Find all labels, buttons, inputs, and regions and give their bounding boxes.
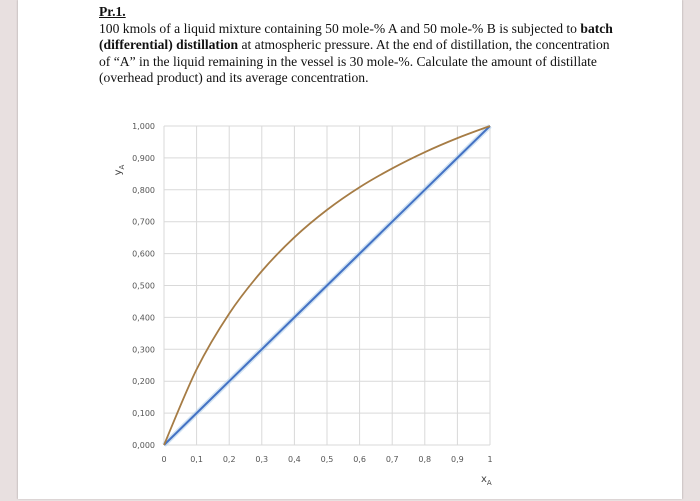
x-tick-label: 1 [487, 455, 492, 464]
text-span: at atmospheric pressure. At the end of d… [238, 37, 610, 52]
y-axis-label: yA [113, 164, 126, 175]
diagonal-line [163, 125, 491, 446]
problem-text: 100 kmols of a liquid mixture containing… [99, 20, 613, 87]
problem-line-4: (overhead product) and its average conce… [99, 70, 369, 85]
x-tick-label: 0,1 [190, 455, 203, 464]
equilibrium-curve [163, 125, 491, 446]
y-tick-label: 0,100 [132, 409, 155, 418]
x-tick-label: 0,8 [418, 455, 431, 464]
y-tick-label: 1,000 [132, 122, 155, 131]
problem-line-2: (differential) distillation at atmospher… [99, 37, 610, 54]
x-tick-label: 0,3 [255, 455, 268, 464]
bold-span: (differential) distillation [99, 37, 239, 52]
y-tick-label: 0,700 [132, 218, 155, 227]
y-tick-label: 0,300 [132, 345, 155, 354]
problem-statement: Pr.1. 100 kmols of a liquid mixture cont… [99, 4, 613, 87]
x-tick-label: 0,9 [451, 455, 464, 464]
bold-span: batch [580, 20, 613, 36]
chart-series [162, 124, 492, 447]
y-tick-label: 0,200 [132, 377, 155, 386]
y-tick-label: 0,900 [132, 154, 155, 163]
x-tick-label: 0,6 [353, 455, 366, 464]
x-axis-ticks: 0 0,1 0,2 0,3 0,4 0,5 0,6 0,7 0,8 0,9 1 [161, 455, 492, 464]
document-page [18, 0, 682, 499]
y-tick-label: 0,000 [132, 441, 155, 450]
x-axis-label-sub: A [487, 479, 492, 487]
y-tick-label: 0,400 [132, 313, 155, 322]
chart-gridlines [163, 125, 491, 446]
problem-title: Pr.1. [99, 4, 126, 19]
problem-line-1: 100 kmols of a liquid mixture containing… [99, 20, 613, 38]
x-axis-label: xA [481, 474, 492, 487]
text-span: 100 kmols of a liquid mixture containing… [99, 20, 581, 36]
x-tick-label: 0,4 [288, 455, 301, 464]
x-tick-label: 0 [161, 455, 166, 464]
y-tick-label: 0,600 [132, 250, 155, 259]
y-axis-ticks: 0,000 0,100 0,200 0,300 0,400 0,500 0,600 0,700… [132, 122, 155, 450]
x-tick-label: 0,5 [321, 455, 334, 464]
y-tick-label: 0,500 [132, 282, 155, 291]
x-tick-label: 0,2 [223, 455, 236, 464]
problem-line-3: of “A” in the liquid remaining in the ve… [99, 53, 597, 69]
x-tick-label: 0,7 [386, 455, 399, 464]
y-tick-label: 0,800 [132, 186, 155, 195]
y-axis-label-sub: A [118, 164, 126, 169]
